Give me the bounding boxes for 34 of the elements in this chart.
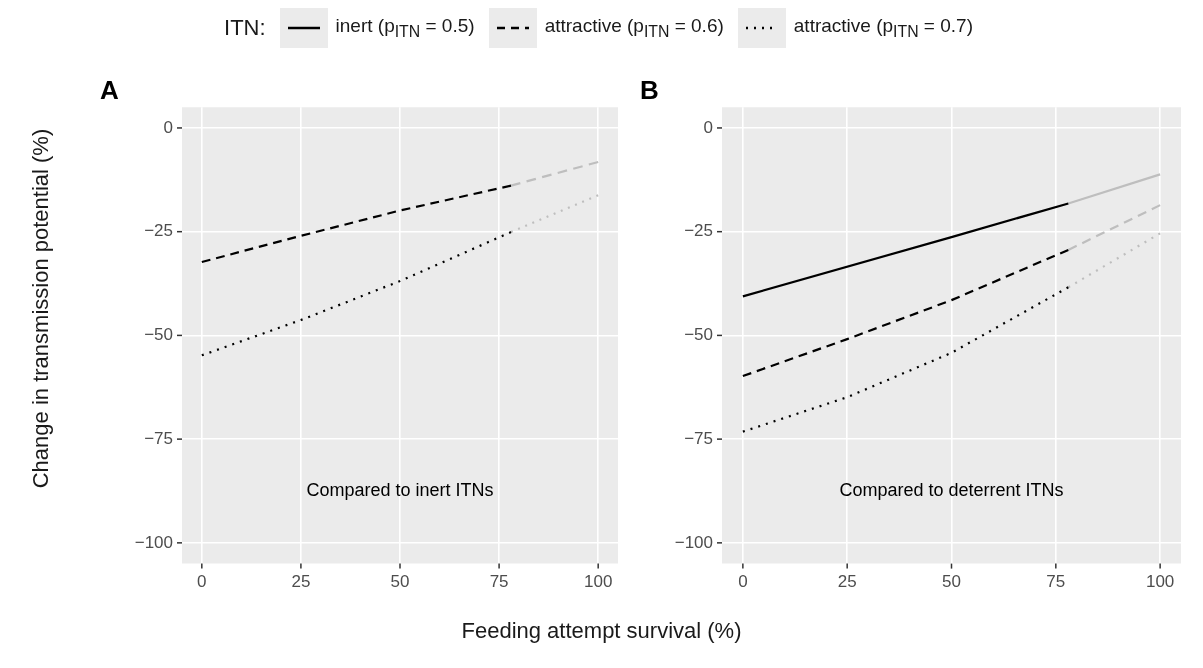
chart-title: B [640,74,659,105]
y-tick-label: −75 [684,428,713,448]
x-tick-label: 75 [1046,572,1066,592]
x-tick-label: 50 [942,572,961,592]
y-tick-label: −100 [134,532,173,552]
y-tick-label: 0 [703,117,713,137]
line-series [200,230,513,357]
x-tick-label: 0 [738,572,748,592]
x-tick-label: 25 [291,572,311,592]
y-tick-label: 0 [163,117,173,137]
y-tick-label: −75 [144,428,173,448]
line-series [741,248,1070,378]
y-axis-title: Change in transmission potential (%) [26,128,54,489]
annotation: Compared to deterrent ITNs [839,480,1064,501]
legend-label: attractive (p$_{ITN}$ = 0.6) [544,15,724,41]
line-series [200,184,513,264]
legend-label: inert (p$_{ITN}$ = 0.5) [335,15,475,41]
line-series [741,286,1070,433]
x-tick-label: 100 [583,572,613,592]
y-tick-label: −25 [684,221,713,241]
y-tick-label: −100 [674,532,713,552]
y-tick-label: −25 [144,221,173,241]
annotation: Compared to inert ITNs [306,480,494,501]
legend-label: attractive (p$_{ITN}$ = 0.7) [793,15,973,41]
legend-title: ITN: [224,15,266,41]
x-tick-label: 75 [489,572,509,592]
x-tick-label: 0 [197,572,207,592]
x-tick-label: 25 [837,572,857,592]
y-tick-label: −50 [144,325,173,345]
y-tick-label: −50 [684,325,713,345]
chart-title: A [100,74,119,105]
x-tick-label: 50 [390,572,410,592]
x-axis-title: Feeding attempt survival (%) [460,618,743,644]
x-tick-label: 100 [1145,572,1175,592]
